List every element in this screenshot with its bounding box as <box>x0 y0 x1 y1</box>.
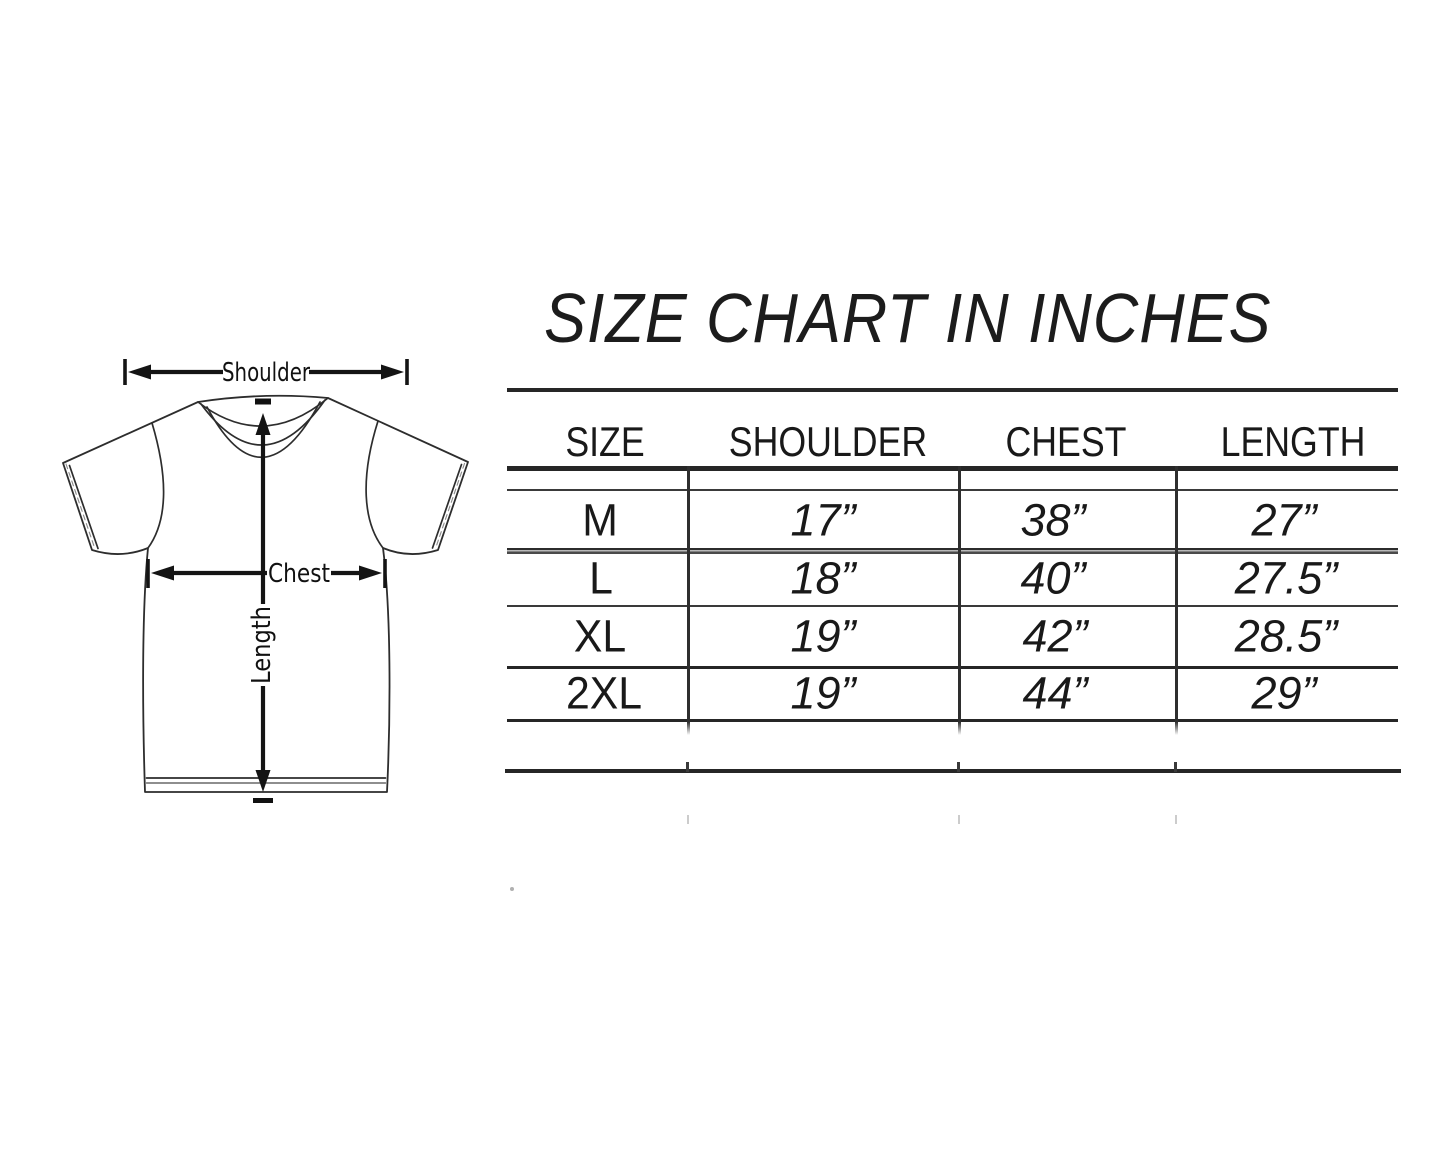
cell-xl-chest: 42” <box>1022 610 1088 662</box>
cell-m-chest: 38” <box>1020 494 1086 546</box>
column-divider-stub-2 <box>958 722 961 735</box>
cell-2xl-chest: 44” <box>1022 667 1088 719</box>
scan-artifact-dot <box>510 887 514 891</box>
collar-tab <box>255 398 271 405</box>
cell-xl-shoulder: 19” <box>790 610 856 662</box>
header-size: SIZE <box>565 418 645 465</box>
table-header-divider <box>507 466 1398 471</box>
cell-m-length: 27” <box>1251 494 1317 546</box>
header-chest: CHEST <box>1005 418 1127 465</box>
left-armhole-seam <box>147 422 165 549</box>
arrow-head-right <box>381 364 404 380</box>
header-shoulder: SHOULDER <box>728 418 928 465</box>
cell-m-shoulder: 17” <box>790 494 856 546</box>
chest-label: Chest <box>268 559 330 589</box>
size-chart-title: SIZE CHART IN INCHES <box>544 279 1272 357</box>
scan-artifact-tick <box>958 815 960 824</box>
scan-artifact-tick <box>687 815 689 824</box>
column-divider-2 <box>958 466 961 722</box>
right-armhole-seam <box>365 420 384 549</box>
row-divider-xl <box>507 666 1398 669</box>
shoulder-arrow: Shoulder <box>123 358 409 388</box>
length-arrow: Length <box>247 413 277 803</box>
cell-l-shoulder: 18” <box>790 552 856 604</box>
length-label: Length <box>247 606 277 684</box>
arrow-head-down <box>255 770 271 792</box>
row-divider-2xl <box>507 719 1398 722</box>
column-tick-2 <box>957 762 960 772</box>
chest-arrow: Chest <box>146 559 387 589</box>
scan-artifact-tick <box>1175 815 1177 824</box>
table-subheader-divider <box>507 489 1398 491</box>
table-border-bottom <box>505 769 1401 773</box>
right-cuff-hem <box>431 463 463 549</box>
cell-2xl-length: 29” <box>1251 667 1317 719</box>
cell-l-length: 27.5” <box>1234 552 1338 604</box>
left-cuff-hem <box>68 464 99 550</box>
column-divider-stub-3 <box>1175 722 1178 735</box>
right-cuff-stitch <box>434 462 466 550</box>
cell-xl-size: XL <box>573 610 627 662</box>
tshirt-body <box>62 394 469 793</box>
cell-2xl-shoulder: 19” <box>790 667 856 719</box>
arrow-head-right <box>359 565 382 581</box>
row-divider-m <box>507 548 1398 554</box>
arrow-head-left <box>128 364 151 380</box>
column-divider-3 <box>1175 466 1178 722</box>
tshirt-outline <box>62 394 469 793</box>
header-length: LENGTH <box>1220 418 1366 465</box>
column-tick-3 <box>1174 762 1177 772</box>
cell-l-size: L <box>589 552 613 604</box>
column-tick-1 <box>686 762 689 772</box>
arrow-head-left <box>151 565 174 581</box>
arrow-end-bar-bottom <box>253 798 273 803</box>
cell-m-size: M <box>582 494 618 546</box>
arrow-head-up <box>255 413 271 435</box>
cell-l-chest: 40” <box>1020 552 1086 604</box>
tshirt-measurement-diagram: Shoulder Chest Length <box>62 358 469 803</box>
left-cuff-stitch <box>65 463 96 550</box>
column-divider-1 <box>687 466 690 722</box>
shoulder-label: Shoulder <box>222 358 310 388</box>
cell-2xl-size: 2XL <box>565 667 643 719</box>
cell-xl-length: 28.5” <box>1234 610 1338 662</box>
table-border-top <box>507 388 1398 392</box>
row-divider-l <box>507 605 1398 607</box>
column-divider-stub-1 <box>687 722 690 735</box>
